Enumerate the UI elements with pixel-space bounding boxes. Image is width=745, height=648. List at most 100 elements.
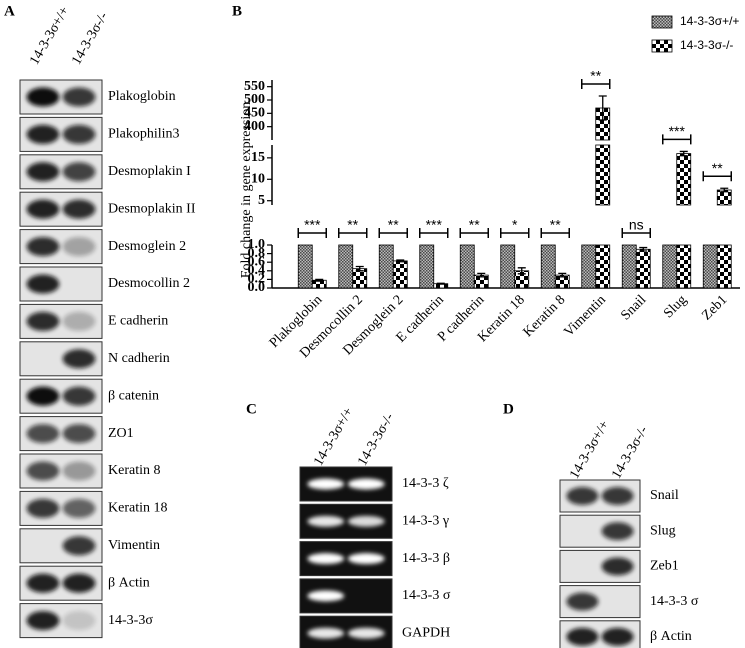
band	[26, 424, 60, 444]
band	[62, 237, 96, 257]
band	[62, 199, 96, 219]
band	[62, 87, 96, 107]
sig-bracket	[297, 228, 327, 238]
band	[26, 87, 60, 107]
x-tick-label: Vimentin	[561, 292, 608, 339]
band	[26, 311, 60, 331]
sig-bracket	[702, 171, 732, 182]
lane-header: 14-3-3σ-/-	[355, 411, 397, 469]
error-bar	[315, 278, 324, 282]
bar	[540, 244, 556, 289]
legend-swatch	[651, 39, 673, 53]
bar	[297, 244, 313, 289]
gene-label: 14-3-3 γ	[402, 514, 449, 529]
band	[26, 461, 60, 481]
band	[62, 461, 96, 481]
sig-bracket	[621, 228, 651, 238]
y-tick-label: 450	[244, 106, 265, 121]
sig-label: **	[347, 217, 358, 233]
sig-label: **	[550, 217, 561, 233]
protein-label: N cadherin	[108, 351, 170, 366]
band	[566, 487, 599, 505]
bar	[621, 244, 637, 289]
y-tick-label: 0.2	[248, 272, 266, 287]
band	[26, 199, 60, 219]
band	[26, 573, 60, 593]
protein-label: β Actin	[108, 575, 150, 590]
protein-label: Desmoplakin I	[108, 164, 191, 179]
band	[347, 627, 385, 639]
lane-header: 14-3-3σ-/-	[69, 10, 111, 68]
band	[62, 536, 96, 556]
error-bar	[436, 282, 445, 285]
gene-label: 14-3-3 σ	[402, 588, 451, 603]
y-tick-label: 0.6	[248, 254, 266, 269]
y-tick-label: 0.0	[248, 280, 266, 295]
error-bar	[355, 265, 364, 272]
band	[601, 557, 634, 576]
bar	[595, 144, 611, 206]
sig-bracket	[581, 79, 611, 89]
gene-label: 14-3-3 ζ	[402, 476, 449, 491]
legend-label: 14-3-3σ+/+	[680, 14, 739, 28]
y-tick-label: 5	[258, 193, 265, 208]
sig-bracket	[459, 228, 489, 238]
sig-label: **	[590, 68, 601, 84]
bar	[676, 153, 692, 206]
band	[62, 162, 96, 182]
y-tick-label: 500	[244, 92, 265, 107]
panel-label: D	[503, 401, 514, 417]
bar	[500, 244, 516, 289]
lane-header: 14-3-3σ+/+	[567, 418, 612, 481]
gene-label: 14-3-3 β	[402, 551, 450, 566]
error-bar	[517, 267, 526, 275]
sig-label: *	[512, 217, 518, 233]
sig-bracket	[378, 228, 408, 238]
lane-header: 14-3-3σ+/+	[311, 405, 356, 468]
gene-label: GAPDH	[402, 625, 450, 640]
band	[307, 627, 345, 639]
y-tick-label: 1.0	[248, 237, 266, 252]
bar	[676, 244, 692, 289]
protein-label: Desmoglein 2	[108, 239, 186, 254]
band	[26, 386, 60, 406]
protein-label: Vimentin	[108, 538, 160, 553]
panel-label: C	[246, 401, 257, 417]
protein-label: Keratin 8	[108, 463, 160, 478]
error-bar	[679, 150, 688, 157]
bar	[702, 244, 718, 289]
band	[347, 553, 385, 565]
band	[307, 515, 345, 527]
sig-label: **	[712, 160, 723, 176]
sig-bracket	[419, 228, 449, 238]
bar	[392, 260, 408, 289]
x-tick-label: Slug	[661, 292, 690, 321]
protein-label: Plakophilin3	[108, 127, 180, 142]
bar	[716, 244, 732, 289]
band	[347, 478, 385, 490]
lane-header: 14-3-3σ-/-	[609, 424, 651, 482]
band	[26, 162, 60, 182]
sig-bracket	[540, 228, 570, 238]
error-bar	[477, 272, 486, 278]
protein-label: Slug	[650, 523, 676, 538]
band	[307, 478, 345, 490]
sig-label: ns	[629, 217, 644, 233]
sig-bracket	[500, 228, 530, 238]
protein-label: ZO1	[108, 426, 134, 441]
y-axis-label: Fold change in gene expression	[239, 102, 254, 279]
legend-swatch	[651, 15, 673, 29]
protein-label: Keratin 18	[108, 501, 167, 516]
bar	[595, 244, 611, 289]
panel-label: B	[232, 3, 242, 19]
band	[62, 573, 96, 593]
y-tick-label: 550	[244, 79, 265, 94]
x-tick-label: Zeb1	[699, 292, 730, 323]
band	[62, 124, 96, 144]
protein-label: Desmoplakin II	[108, 201, 196, 216]
bar	[459, 244, 475, 289]
x-tick-label: Keratin 8	[521, 292, 569, 340]
protein-label: β Actin	[650, 629, 692, 644]
protein-label: Zeb1	[650, 559, 679, 574]
error-bar	[720, 187, 729, 193]
